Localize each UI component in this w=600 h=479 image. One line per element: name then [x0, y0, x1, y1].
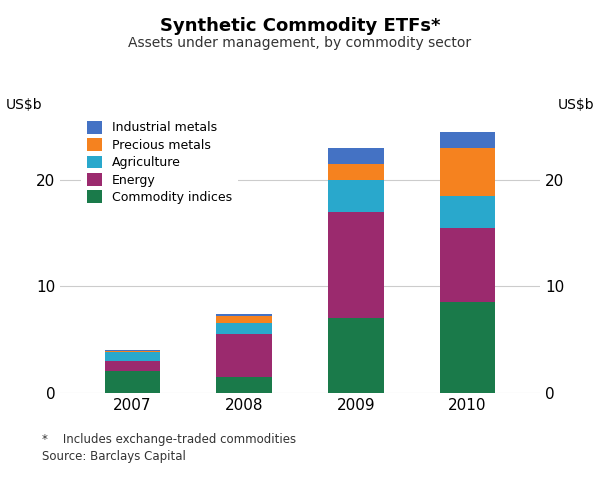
Bar — [328, 148, 384, 164]
Text: Synthetic Commodity ETFs*: Synthetic Commodity ETFs* — [160, 17, 440, 35]
Bar — [104, 351, 160, 353]
Bar — [328, 180, 384, 212]
Bar — [328, 212, 384, 318]
Bar — [440, 196, 496, 228]
Bar — [440, 228, 496, 302]
Bar — [104, 350, 160, 351]
Bar — [216, 314, 272, 316]
Text: US$b: US$b — [557, 98, 594, 113]
Text: *    Includes exchange-traded commodities: * Includes exchange-traded commodities — [42, 433, 296, 446]
Bar — [104, 361, 160, 372]
Bar — [104, 353, 160, 361]
Bar — [216, 334, 272, 377]
Legend: Industrial metals, Precious metals, Agriculture, Energy, Commodity indices: Industrial metals, Precious metals, Agri… — [80, 114, 238, 210]
Bar — [328, 164, 384, 180]
Bar — [216, 316, 272, 322]
Bar — [440, 302, 496, 393]
Bar — [440, 132, 496, 148]
Bar — [104, 372, 160, 393]
Bar — [328, 318, 384, 393]
Bar — [216, 377, 272, 393]
Text: Assets under management, by commodity sector: Assets under management, by commodity se… — [128, 36, 472, 50]
Bar — [216, 322, 272, 334]
Text: US$b: US$b — [6, 98, 43, 113]
Text: Source: Barclays Capital: Source: Barclays Capital — [42, 450, 186, 463]
Bar — [440, 148, 496, 196]
